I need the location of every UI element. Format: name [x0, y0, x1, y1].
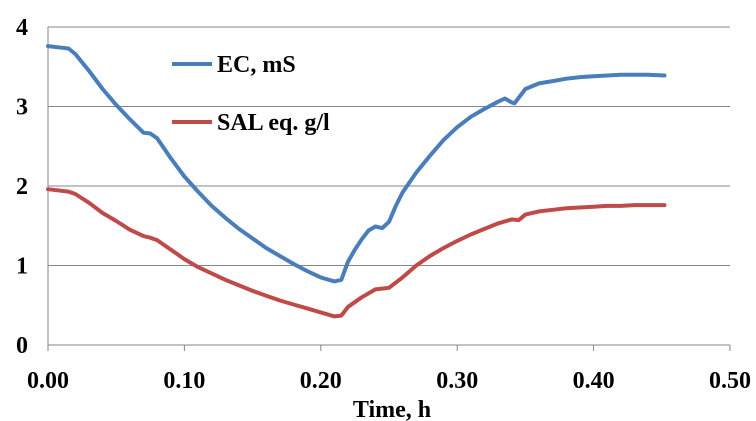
x-tick-label: 0.50 [709, 368, 751, 394]
legend-label: EC, mS [217, 52, 296, 78]
x-tick-label: 0.10 [163, 368, 205, 394]
x-tick-label: 0.40 [573, 368, 615, 394]
y-tick-label: 3 [16, 95, 28, 121]
legend-label: SAL eq. g/l [217, 110, 330, 136]
x-tick-label: 0.20 [300, 368, 342, 394]
gridlines [48, 26, 730, 266]
series-layer [46, 44, 667, 319]
y-tick-label: 1 [16, 254, 28, 280]
y-tick-label: 4 [16, 15, 28, 41]
series-line-ec [46, 44, 667, 284]
x-tick-label: 0.00 [27, 368, 69, 394]
series-line-sal [46, 187, 667, 319]
x-tick-label: 0.30 [436, 368, 478, 394]
x-axis-title: Time, h [353, 397, 431, 421]
x-tick-labels: 0.00 0.10 0.20 0.30 0.40 0.50 [27, 368, 751, 394]
y-tick-label: 2 [16, 174, 28, 200]
y-tick-label: 0 [16, 333, 28, 359]
legend: EC, mS SAL eq. g/l [172, 52, 330, 136]
y-tick-labels: 0 1 2 3 4 [16, 15, 28, 359]
axes [47, 27, 731, 351]
